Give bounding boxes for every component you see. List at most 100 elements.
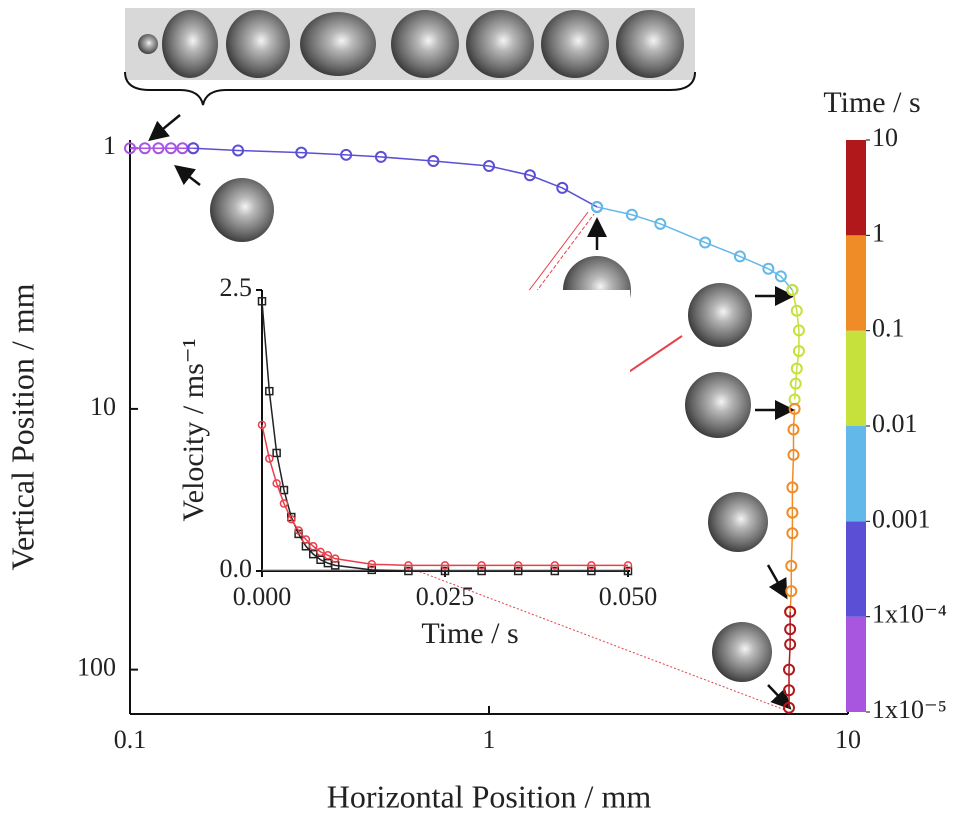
velocity-point: [367, 565, 377, 575]
inset-background: [262, 290, 630, 571]
x-tick-label: 0.025: [416, 582, 475, 611]
y-tick-label: 1: [103, 131, 116, 160]
trajectory-point: [232, 144, 245, 157]
trajectory-point: [784, 638, 797, 651]
trajectory-point: [427, 155, 440, 168]
velocity-line: [261, 424, 628, 567]
velocity-point: [477, 566, 486, 576]
velocity-point: [404, 566, 413, 576]
trajectory-point: [792, 345, 805, 358]
trajectory-point: [787, 423, 800, 436]
trajectory-point: [790, 304, 803, 317]
trajectory-point: [786, 284, 799, 297]
velocity-point: [623, 561, 633, 570]
x-axis-label: Time / s: [421, 617, 518, 650]
colorbar-segment: [846, 330, 866, 426]
velocity-point: [477, 561, 486, 570]
trajectory-point: [784, 623, 797, 636]
trajectory-point: [733, 250, 746, 263]
x-tick-label: 0.000: [233, 582, 292, 611]
velocity-point: [513, 561, 523, 570]
colorbar-tick-label: 1: [872, 218, 885, 247]
velocity-point: [308, 549, 318, 559]
velocity-point: [513, 566, 523, 576]
velocity-point: [257, 420, 267, 430]
y-axis-label: Vertical Position / mm: [4, 283, 40, 570]
velocity-point: [265, 454, 274, 463]
colorbar-segment: [846, 235, 866, 331]
trajectory-line: [193, 147, 598, 208]
velocity-point: [550, 566, 560, 576]
trajectory-point: [784, 605, 797, 618]
drop-images: [124, 8, 772, 682]
y-tick-label: 0.0: [220, 554, 253, 583]
trajectory-point: [187, 142, 200, 155]
velocity-point: [308, 542, 318, 551]
velocity-point: [316, 547, 325, 557]
colorbar-segment: [846, 616, 866, 712]
trajectory-point: [786, 481, 799, 494]
velocity-point: [257, 296, 267, 306]
velocity-point: [404, 561, 413, 570]
velocity-point: [272, 448, 281, 458]
trajectory-point: [654, 217, 667, 230]
y-axis-label: Velocity / ms⁻¹: [177, 338, 210, 521]
trajectory-point: [152, 142, 165, 155]
y-tick-label: 10: [90, 392, 116, 421]
x-tick-label: 10: [835, 725, 861, 754]
trajectory-point: [788, 402, 801, 415]
trajectory-point: [483, 159, 495, 172]
trajectory-point: [340, 148, 353, 161]
trajectory-point: [295, 146, 308, 159]
colorbar-segment: [846, 426, 866, 522]
velocity-point: [330, 554, 340, 563]
x-tick-label: 0.050: [599, 582, 658, 611]
x-axis-label: Horizontal Position / mm: [327, 778, 652, 814]
inset-chart: 0.000 0.025 0.050 0.0 2.5 Time / s Velocity / …: [177, 273, 657, 650]
trajectory-point: [374, 150, 387, 163]
velocity-point: [587, 566, 596, 576]
trajectory-line: [789, 408, 796, 612]
colorbar-tick-label: 1x10⁻⁵: [872, 695, 947, 724]
colorbar-segment: [846, 140, 866, 236]
trajectory-point: [138, 142, 151, 155]
trajectory-point: [787, 448, 800, 461]
colorbar-tick-label: 0.01: [872, 409, 918, 438]
velocity-point: [623, 566, 633, 576]
trajectory-point: [786, 506, 799, 519]
trajectory-point: [789, 377, 802, 390]
velocity-point: [440, 561, 450, 570]
colorbar-label: Time / s: [823, 86, 920, 119]
x-tick-label: 1: [483, 725, 496, 754]
trajectory-point: [164, 142, 177, 155]
velocity-point: [294, 526, 303, 535]
main-chart: 0.1 1 10 1 10 100 Horizontal Position / mm Vert…: [4, 86, 946, 814]
velocity-point: [323, 551, 333, 560]
velocity-point: [272, 479, 281, 488]
colorbar-tick-label: 0.1: [872, 314, 905, 343]
trajectory-point: [783, 684, 796, 697]
velocity-point: [587, 561, 596, 570]
trajectory-point: [785, 559, 798, 572]
x-tick-label: 0.1: [114, 725, 147, 754]
velocity-line: [261, 301, 628, 572]
trajectory-point: [523, 169, 536, 182]
velocity-point: [367, 560, 377, 569]
trajectory-point: [625, 208, 638, 221]
velocity-point: [550, 561, 560, 570]
trajectory-point: [792, 324, 805, 337]
velocity-point: [265, 386, 274, 396]
trajectory-point: [785, 585, 798, 598]
velocity-point: [287, 515, 296, 524]
arrows: [148, 114, 795, 710]
velocity-point: [279, 485, 289, 495]
trajectory-point: [790, 362, 803, 375]
velocity-point: [279, 499, 289, 508]
trajectory-point: [591, 200, 604, 213]
trajectory-point: [774, 270, 787, 283]
colorbar-tick-label: 1x10⁻⁴: [872, 600, 947, 629]
trajectory-point: [783, 701, 796, 714]
trajectory-line: [788, 611, 791, 708]
trajectory-point: [783, 663, 796, 676]
